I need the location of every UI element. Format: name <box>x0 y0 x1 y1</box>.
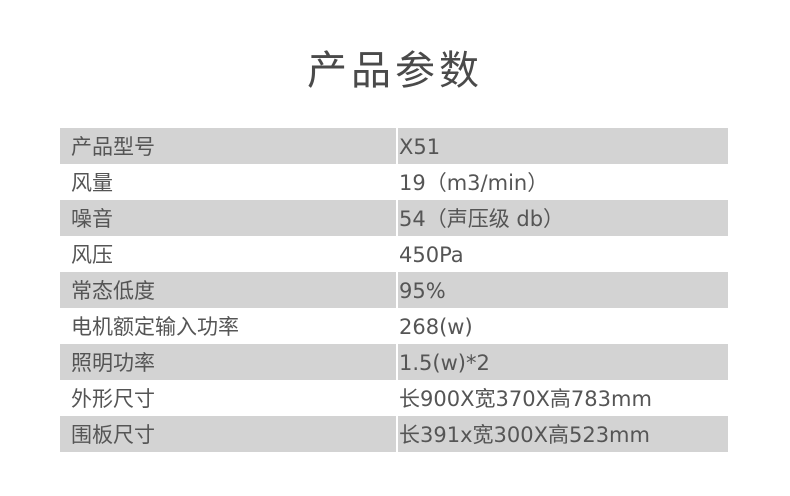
spec-label: 照明功率 <box>60 344 396 380</box>
table-row: 产品型号 X51 <box>60 128 728 164</box>
spec-value: 长900X宽370X高783mm <box>399 387 652 411</box>
table-row: 风量 19（m3/min） <box>60 164 728 200</box>
table-row: 电机额定输入功率 268(w) <box>60 308 728 344</box>
spec-label: 产品型号 <box>60 128 396 164</box>
spec-label: 围板尺寸 <box>60 416 396 452</box>
spec-value: 95% <box>398 272 728 308</box>
spec-label: 风压 <box>71 243 113 267</box>
table-row: 常态低度 95% <box>60 272 728 308</box>
spec-label: 常态低度 <box>60 272 396 308</box>
table-row: 围板尺寸 长391x宽300X高523mm <box>60 416 728 452</box>
table-row: 风压 450Pa <box>60 236 728 272</box>
spec-value: 268(w) <box>399 315 473 339</box>
spec-value: 长391x宽300X高523mm <box>398 416 728 452</box>
table-row: 外形尺寸 长900X宽370X高783mm <box>60 380 728 416</box>
spec-label: 风量 <box>71 171 113 195</box>
spec-value: 19（m3/min） <box>399 171 549 195</box>
spec-label: 外形尺寸 <box>71 387 155 411</box>
spec-value: 450Pa <box>399 243 464 267</box>
spec-label: 噪音 <box>60 200 396 236</box>
page-title: 产品参数 <box>307 48 483 94</box>
table-row: 照明功率 1.5(w)*2 <box>60 344 728 380</box>
spec-label: 电机额定输入功率 <box>71 315 239 339</box>
table-row: 噪音 54（声压级 db） <box>60 200 728 236</box>
spec-value: 54（声压级 db） <box>398 200 728 236</box>
spec-table: 产品型号 X51 风量 19（m3/min） 噪音 54（声压级 db） 风压 450Pa 常态… <box>60 128 728 452</box>
spec-value: X51 <box>398 128 728 164</box>
spec-value: 1.5(w)*2 <box>398 344 728 380</box>
